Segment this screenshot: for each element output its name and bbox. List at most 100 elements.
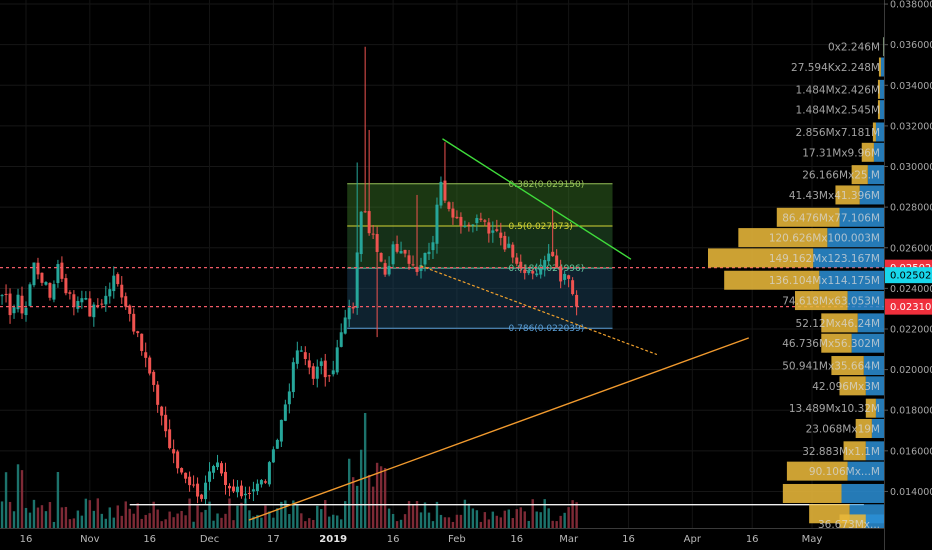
volume-profile: 0x2.246M 27.594Kx2.248M 1.484Mx2.426M 1.484… (708, 37, 884, 534)
candle-body (164, 414, 168, 432)
candle-body (140, 333, 144, 351)
fib-retracement[interactable]: 0.382(0.029150) 0.5(0.027073) 0.618(0.0249… (347, 180, 613, 334)
volume-bar (547, 508, 550, 528)
volume-bar (16, 464, 20, 528)
candle-body (571, 280, 575, 295)
candle-body (527, 270, 531, 274)
volume-bar (0, 501, 4, 528)
volume-bar (268, 511, 271, 528)
volume-profile-buy-bar (877, 79, 880, 99)
volume-bar (204, 509, 207, 528)
time-axis-label: 16 (510, 534, 523, 545)
volume-bar (487, 519, 491, 528)
volume-profile-label: 50.941Mx35.664M (782, 361, 880, 373)
volume-profile-label: 52.12Mx46.24M (796, 318, 880, 330)
volume-bar (40, 505, 44, 528)
volume-bar (68, 519, 72, 528)
candle-body (287, 391, 291, 405)
volume-bar (280, 501, 283, 528)
candle-body (220, 463, 224, 474)
volume-bar (324, 500, 327, 528)
candle-body (475, 218, 479, 224)
volume-profile-sell-bar (839, 207, 884, 227)
volume-bar (200, 512, 203, 528)
volume-bar (467, 503, 471, 528)
candle-body (4, 293, 8, 295)
fib-band-1 (347, 225, 613, 269)
volume-bar (371, 486, 375, 528)
candle-body (68, 292, 72, 294)
candle-body (136, 331, 140, 334)
volume-profile-sell-bar (863, 356, 884, 376)
candle-body (439, 181, 443, 206)
candle-body (208, 471, 212, 482)
volume-bar (12, 511, 16, 528)
time-axis[interactable]: 16 Nov 16 Dec 17 2019 16 Feb 16 Mar 16 Apr 16 May (0, 528, 884, 550)
candle-body (116, 274, 120, 285)
time-axis-label: Dec (200, 534, 219, 545)
candle-body (40, 272, 44, 283)
volume-bar (236, 505, 239, 528)
candle-body (180, 468, 184, 473)
candle-body (152, 371, 156, 385)
candle-body (567, 275, 571, 279)
candle-body (387, 265, 391, 275)
candle-body (16, 294, 20, 310)
volume-profile-buy-bar (708, 248, 814, 268)
trendlines[interactable] (248, 138, 749, 521)
candle-body (227, 485, 231, 489)
volume-bar (479, 521, 483, 528)
volume-profile-sell-bar (871, 418, 884, 438)
candle-body (495, 229, 499, 231)
volume-bar (559, 515, 562, 528)
volume-bar (312, 519, 315, 528)
candle-body (108, 289, 112, 297)
volume-bar (383, 468, 387, 528)
volume-bar (56, 471, 60, 528)
candle-body (491, 230, 495, 233)
candle-body (112, 275, 116, 292)
time-axis-label: 16 (746, 534, 759, 545)
candle-body (375, 234, 379, 252)
volume-bar (495, 515, 499, 528)
price-axis-label: 0.038000 (890, 0, 932, 11)
volume-bar (44, 511, 48, 528)
volume-bar (172, 517, 175, 528)
volume-bar (507, 509, 510, 528)
volume-profile-sell-bar (865, 376, 884, 396)
volume-bar (519, 507, 522, 528)
candle-body (467, 224, 471, 226)
candle-body (243, 493, 247, 496)
volume-profile-buy-bar (877, 100, 880, 120)
volume-profile-buy-bar (855, 418, 872, 438)
volume-bar (108, 507, 111, 528)
price-badge-label-2: 0.023100 (890, 302, 932, 313)
volume-bar (36, 507, 40, 528)
candle-body (84, 298, 88, 300)
volume-profile-label: 26.166Mx25.M (802, 170, 880, 182)
candle-body (156, 384, 160, 405)
volume-bar (20, 470, 24, 528)
volume-bar (72, 518, 76, 528)
horizontal-lines[interactable] (0, 267, 884, 506)
trendline-descending-resistance (442, 138, 632, 260)
volume-profile-sell-bar (857, 313, 884, 333)
time-axis-label: Feb (448, 534, 466, 545)
volume-profile-label: 13.489Mx10.32M (789, 403, 880, 415)
candle-body (415, 266, 419, 272)
volume-bar (168, 511, 171, 528)
volume-bar (328, 516, 331, 528)
candle-body (267, 462, 271, 485)
volume-bar (104, 518, 107, 528)
price-axis-label: 0.024000 (890, 284, 932, 295)
candlesticks[interactable] (0, 46, 579, 505)
volume-profile-buy-bar (738, 228, 828, 248)
candle-body (224, 471, 227, 485)
candle-body (459, 216, 463, 227)
volume-profile-sell-bar (873, 142, 884, 162)
candle-body (239, 485, 243, 497)
volume-bar (144, 514, 147, 528)
volume-bar (344, 501, 347, 528)
candle-body (559, 266, 563, 282)
